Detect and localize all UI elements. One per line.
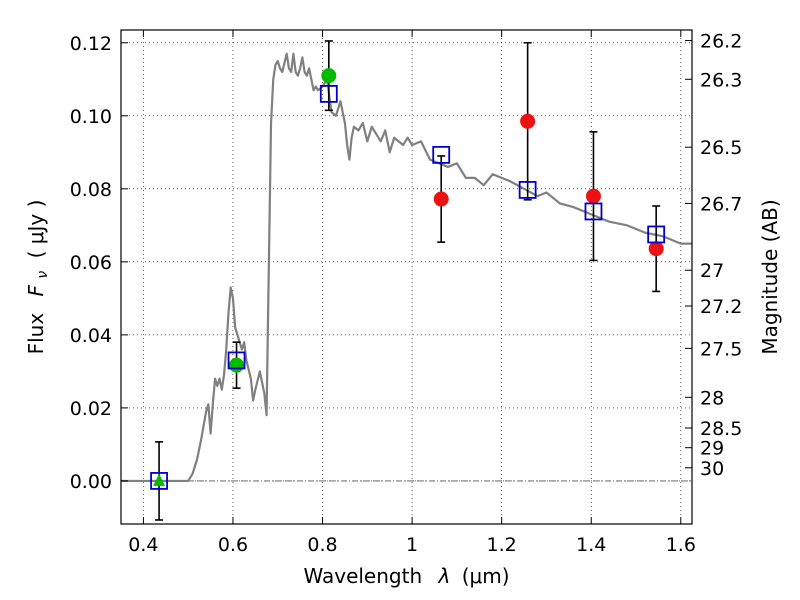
x-tick-label: 0.4	[128, 534, 158, 556]
y-tick-label: 0.06	[70, 252, 112, 274]
model-box-point	[647, 225, 666, 244]
x-tick-label: 0.6	[218, 534, 248, 556]
red-point	[585, 188, 601, 204]
model-box-point	[150, 472, 168, 490]
y-tick-label: 0.12	[70, 33, 112, 55]
y2-tick-label: 26.2	[700, 31, 742, 53]
y2-tick-label: 26.3	[700, 69, 742, 91]
y2-tick-label: 27.5	[700, 338, 742, 360]
y2-tick-label: 27.2	[700, 296, 742, 318]
x-axis-title-text: Wavelength	[303, 564, 422, 588]
green-triangle-point	[153, 473, 166, 486]
x-axis-title-unit: (μm)	[462, 564, 510, 588]
y2-tick-label: 26.7	[700, 193, 742, 215]
x-axis-title-symbol: λ	[438, 564, 451, 588]
y2-tick-label: 28	[700, 387, 724, 409]
x-tick-label: 1.2	[487, 534, 517, 556]
x-tick-label: 1	[406, 534, 418, 556]
x-tick-label: 1.4	[576, 534, 606, 556]
axes-frame	[120, 29, 693, 525]
red-point	[520, 113, 536, 129]
y2-tick-label: 27	[700, 260, 724, 282]
model-box-point	[319, 84, 338, 103]
y2-tick-label: 29	[700, 438, 724, 460]
y-tick-label: 0.10	[70, 106, 112, 128]
plot-area	[121, 40, 692, 521]
red-point	[648, 241, 664, 257]
y2-tick-label: 28.5	[700, 418, 742, 440]
y2-axis-title: Magnitude (AB)	[758, 199, 782, 354]
y2-tick-label: 30	[700, 458, 724, 480]
x-tick-label: 1.6	[666, 534, 696, 556]
model-box-point	[584, 202, 603, 221]
axis-ticks: 0.4 0.6 0.8 1 1.2 1.4 1.6 0.00 0.02 0.04 0.06 0.08 0…	[70, 30, 742, 556]
model-spectrum-line	[121, 52, 692, 483]
model-box-point	[432, 145, 451, 164]
x-axis-title: Wavelength λ (μm)	[303, 564, 509, 588]
green-point	[229, 357, 245, 373]
model-box-point	[227, 351, 246, 370]
y2-tick-label: 26.5	[700, 137, 742, 159]
y-axis-title: Flux F ν ( μJy )	[24, 200, 52, 355]
red-point	[433, 191, 449, 207]
model-box-point	[518, 181, 537, 199]
y-axis-title-text: Flux	[24, 313, 48, 355]
y-tick-label: 0.08	[70, 179, 112, 201]
y-tick-label: 0.02	[70, 398, 112, 420]
y-axis-title-unit: ( μJy )	[24, 200, 48, 259]
y-axis-title-subscript: ν	[35, 271, 51, 279]
x-tick-label: 0.8	[307, 534, 337, 556]
green-point	[321, 68, 337, 84]
y-axis-title-symbol: F	[24, 284, 48, 296]
y-tick-label: 0.00	[70, 471, 112, 493]
y-tick-label: 0.04	[70, 325, 112, 347]
